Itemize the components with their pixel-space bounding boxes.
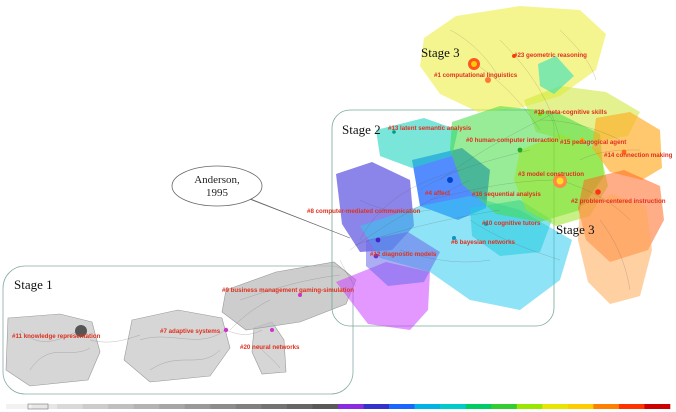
cluster-node-15[interactable] — [579, 137, 585, 143]
cluster-label-23[interactable]: #23 geometric reasoning — [514, 52, 587, 59]
timeline-segment — [618, 404, 645, 409]
cluster-hull-7 — [123, 309, 231, 383]
timeline-segment — [593, 404, 620, 409]
timeline-segment — [184, 404, 211, 409]
stage1-boundary — [2, 265, 354, 395]
timeline-segment — [133, 404, 160, 409]
cluster-node-9[interactable] — [298, 293, 302, 297]
timeline-segment — [567, 404, 594, 409]
timeline-segment — [108, 404, 134, 409]
cluster-hull-green-small — [538, 56, 574, 94]
stage-label-3-top: Stage 3 — [421, 45, 460, 60]
cluster-label-15[interactable]: #15 pedagogical agent — [560, 139, 626, 146]
timeline-segment — [516, 404, 543, 409]
cluster-label-2[interactable]: #2 problem-centered instruction — [571, 198, 666, 205]
timeline-segment — [235, 404, 262, 409]
cluster-node-1-core — [471, 61, 477, 67]
cluster-node-6[interactable] — [452, 236, 456, 240]
callout-bubble — [171, 165, 263, 207]
timeline-segment — [644, 404, 671, 409]
cluster-label-3[interactable]: #3 model construction — [518, 171, 584, 178]
network-nodes — [373, 54, 627, 259]
timeline-segment — [261, 404, 288, 409]
cluster-hull-9 — [221, 261, 357, 331]
cluster-node-0[interactable] — [517, 147, 523, 153]
timeline-segment — [491, 404, 518, 409]
timeline-segment — [210, 404, 237, 409]
cluster-label-14[interactable]: #14 connection making — [604, 152, 673, 159]
cluster-label-18[interactable]: #18 meta-cognitive skills — [534, 109, 607, 116]
cluster-label-11[interactable]: #11 knowledge representation — [12, 333, 101, 340]
cluster-label-6[interactable]: #6 bayesian networks — [451, 239, 516, 246]
timeline-segment — [159, 404, 186, 409]
callout-line-1: Anderson, — [194, 174, 240, 186]
timeline-segment — [57, 404, 83, 409]
cluster-node-20[interactable] — [270, 328, 274, 332]
cluster-node-2[interactable] — [595, 189, 601, 195]
timeline-segment — [363, 404, 390, 409]
cluster-label-9[interactable]: #9 business management gaming-simulation — [222, 287, 354, 294]
callout-line-2: 1995 — [206, 187, 229, 199]
anderson-callout: Anderson, 1995 — [171, 165, 351, 239]
cluster-hull-13 — [376, 118, 458, 168]
stage-label-2: Stage 2 — [342, 122, 381, 137]
cluster-node-23[interactable] — [512, 54, 516, 58]
timeline-segment — [465, 404, 492, 409]
cluster-hull-12 — [366, 232, 440, 286]
timeline-segment — [312, 404, 339, 409]
cluster-node-8[interactable] — [375, 237, 381, 243]
timeline-segment — [542, 404, 569, 409]
timeline-segment — [31, 404, 58, 409]
cluster-node-14[interactable] — [621, 149, 627, 155]
cluster-label-0[interactable]: #0 human-computer interaction — [466, 137, 559, 144]
timeline-segment — [6, 404, 32, 409]
cluster-hull-orange-large — [578, 194, 652, 304]
cluster-label-12[interactable]: #12 diagnostic models — [370, 251, 437, 258]
cluster-label-10[interactable]: #10 cognitive tutors — [482, 220, 541, 227]
timeline-segment — [440, 404, 466, 409]
cluster-label-13[interactable]: #13 latent semantic analysis — [388, 125, 472, 132]
cluster-node-4[interactable] — [447, 177, 453, 183]
cluster-label-16[interactable]: #16 sequential analysis — [472, 191, 541, 198]
cluster-node-10[interactable] — [484, 222, 488, 226]
cluster-node-13[interactable] — [392, 130, 396, 134]
stage1-links — [19, 274, 341, 371]
cluster-node-18[interactable] — [538, 112, 542, 116]
cluster-label-4[interactable]: #4 affect — [425, 190, 450, 197]
cluster-hull-15 — [592, 112, 662, 180]
timeline-segment — [414, 404, 441, 409]
cluster-labels: #11 knowledge representation #7 adaptive… — [12, 52, 673, 351]
cluster-node-7[interactable] — [223, 327, 229, 333]
timeline-segment — [286, 404, 313, 409]
timeline-segment — [338, 404, 364, 409]
cluster-node-3-core — [556, 177, 564, 185]
timeline-color-bar — [6, 403, 671, 410]
timeline-segment — [82, 404, 109, 409]
cluster-label-7[interactable]: #7 adaptive systems — [160, 328, 221, 335]
cluster-label-20[interactable]: #20 neural networks — [240, 344, 300, 351]
stage-label-1: Stage 1 — [14, 277, 53, 292]
cluster-label-8[interactable]: #8 computer-mediated communication — [307, 208, 421, 215]
cluster-node-11[interactable] — [75, 325, 87, 337]
stage-label-3-right: Stage 3 — [556, 222, 595, 237]
timeline-segment — [389, 404, 415, 409]
node-1b[interactable] — [485, 77, 491, 83]
cluster-label-1[interactable]: #1 computational linguistics — [434, 72, 518, 79]
network-links — [339, 29, 641, 291]
cluster-node-12[interactable] — [373, 253, 379, 259]
timeline-start-marker — [27, 403, 49, 410]
